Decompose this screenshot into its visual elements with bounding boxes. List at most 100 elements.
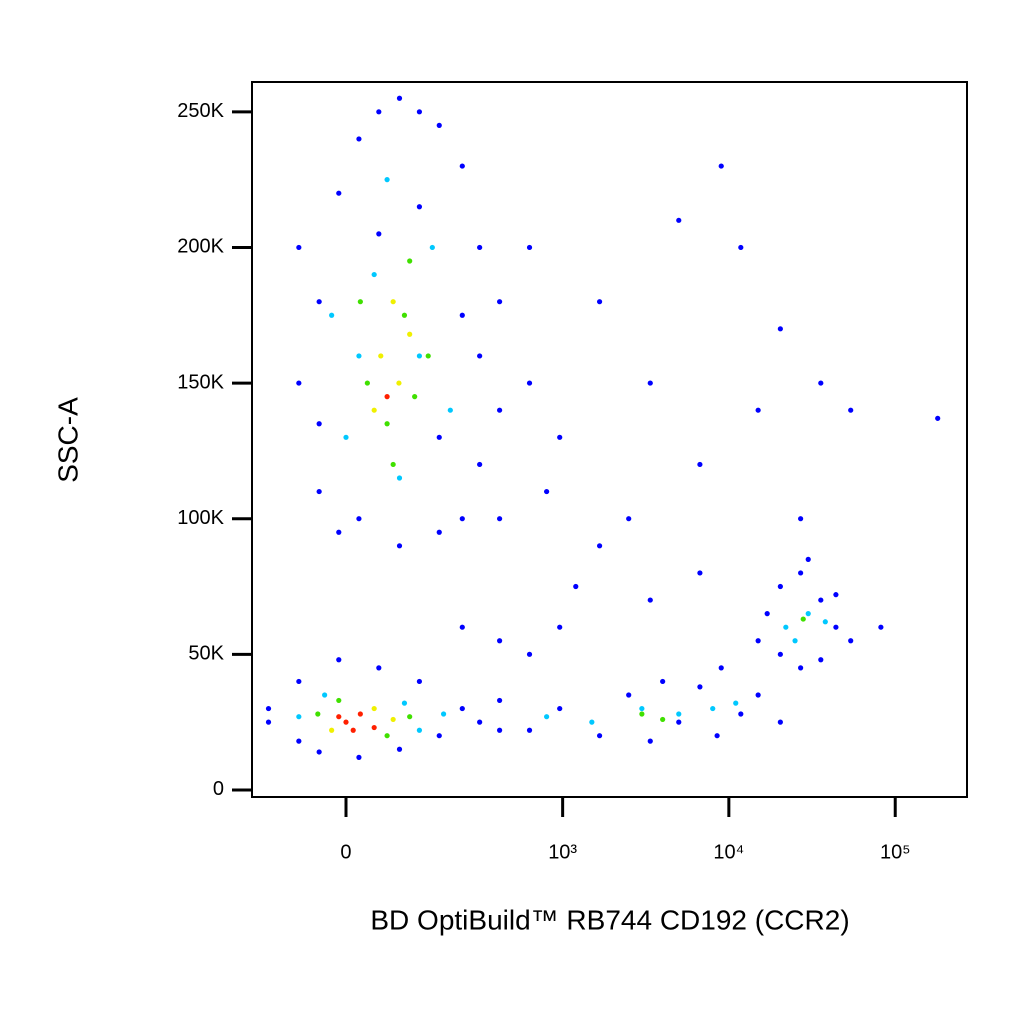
data-point bbox=[459, 312, 465, 318]
data-point bbox=[436, 122, 442, 128]
data-point bbox=[447, 407, 453, 413]
data-point bbox=[436, 529, 442, 535]
x-tick-label: 10⁵ bbox=[880, 841, 911, 863]
data-point bbox=[459, 624, 465, 630]
data-point bbox=[526, 380, 533, 386]
data-point bbox=[396, 543, 403, 549]
data-point bbox=[376, 231, 382, 237]
data-point bbox=[738, 711, 744, 717]
data-point bbox=[497, 299, 503, 305]
data-point bbox=[376, 665, 382, 671]
plot-frame bbox=[251, 81, 968, 798]
data-point bbox=[316, 421, 322, 427]
data-point bbox=[639, 705, 645, 712]
data-point bbox=[364, 380, 370, 386]
data-point bbox=[848, 407, 854, 413]
data-point bbox=[626, 692, 632, 698]
data-point bbox=[676, 719, 682, 725]
data-point bbox=[647, 738, 653, 744]
data-point bbox=[296, 678, 302, 685]
data-point bbox=[407, 714, 413, 720]
data-point bbox=[777, 326, 783, 332]
y-tick-label: 100K bbox=[177, 507, 224, 529]
data-point bbox=[296, 714, 302, 720]
data-point bbox=[425, 353, 431, 359]
data-point bbox=[777, 719, 783, 725]
data-point bbox=[396, 746, 403, 752]
data-point bbox=[718, 665, 724, 671]
data-point bbox=[265, 705, 272, 712]
data-point bbox=[412, 394, 418, 400]
data-point bbox=[416, 109, 423, 115]
data-point bbox=[755, 407, 761, 413]
data-point bbox=[660, 678, 666, 685]
data-point bbox=[697, 570, 703, 576]
data-point bbox=[764, 611, 770, 617]
data-point bbox=[805, 611, 811, 617]
data-point bbox=[296, 380, 302, 386]
data-point bbox=[390, 299, 396, 305]
data-point bbox=[878, 624, 884, 630]
data-point bbox=[733, 700, 739, 706]
y-tick-label: 200K bbox=[177, 236, 224, 258]
data-point bbox=[336, 697, 342, 704]
data-point bbox=[783, 624, 789, 630]
y-tick-label: 50K bbox=[188, 643, 224, 665]
data-point bbox=[378, 353, 384, 359]
data-point bbox=[459, 705, 465, 712]
data-point bbox=[416, 204, 423, 210]
data-point bbox=[792, 638, 798, 644]
data-point bbox=[544, 488, 550, 495]
y-axis-title: SSC-A bbox=[52, 397, 83, 483]
data-point bbox=[396, 380, 402, 386]
data-point bbox=[322, 692, 328, 698]
data-point bbox=[660, 716, 666, 723]
data-point bbox=[384, 394, 390, 400]
data-point bbox=[436, 733, 442, 739]
data-point bbox=[396, 475, 403, 481]
data-point bbox=[265, 719, 272, 725]
data-point bbox=[526, 651, 533, 657]
data-point bbox=[407, 331, 413, 337]
data-point bbox=[407, 258, 413, 264]
data-point bbox=[477, 244, 483, 251]
data-point bbox=[822, 619, 828, 625]
x-tick-label: 10⁴ bbox=[713, 841, 744, 863]
data-point bbox=[805, 556, 811, 562]
data-point bbox=[356, 353, 362, 359]
data-point bbox=[336, 529, 342, 535]
data-point bbox=[436, 434, 442, 440]
data-point bbox=[343, 434, 349, 440]
data-point bbox=[315, 711, 321, 717]
data-point bbox=[639, 711, 645, 717]
data-point bbox=[371, 271, 377, 278]
data-point bbox=[416, 678, 423, 685]
data-point bbox=[336, 714, 342, 720]
data-point bbox=[718, 163, 724, 169]
data-point bbox=[459, 516, 465, 522]
data-point bbox=[833, 592, 839, 598]
data-point bbox=[818, 657, 824, 663]
data-point bbox=[526, 244, 533, 251]
data-point bbox=[710, 705, 716, 712]
data-point bbox=[676, 711, 682, 717]
data-point bbox=[497, 516, 503, 522]
data-point bbox=[798, 665, 804, 671]
data-point bbox=[477, 719, 483, 725]
y-tick-label: 0 bbox=[213, 778, 224, 800]
data-point bbox=[596, 543, 603, 549]
data-point bbox=[738, 244, 744, 251]
data-point bbox=[356, 136, 362, 142]
data-point bbox=[390, 716, 396, 723]
data-point bbox=[697, 461, 703, 468]
data-point bbox=[755, 692, 761, 698]
data-point bbox=[429, 244, 435, 251]
data-point bbox=[557, 705, 563, 712]
data-point bbox=[526, 727, 533, 733]
data-point bbox=[376, 109, 382, 115]
data-point bbox=[329, 312, 335, 318]
data-point bbox=[818, 597, 824, 603]
data-point bbox=[316, 749, 322, 755]
data-point bbox=[676, 217, 682, 223]
